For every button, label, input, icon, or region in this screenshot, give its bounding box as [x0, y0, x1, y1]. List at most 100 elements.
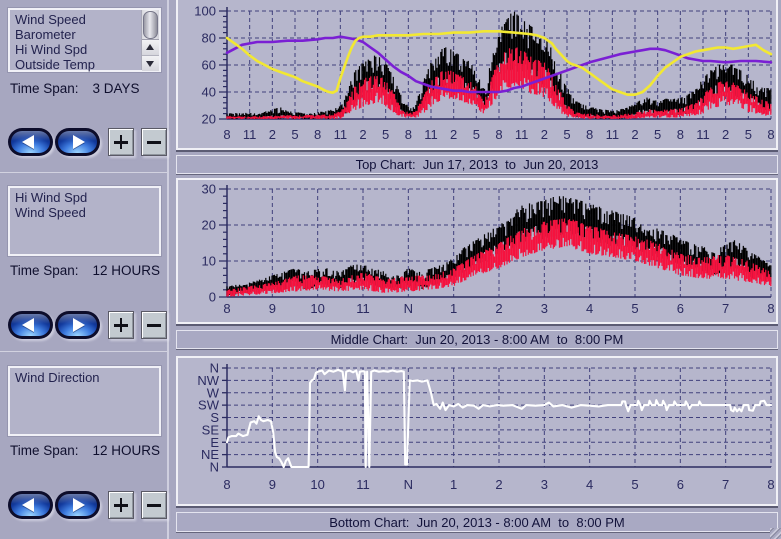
svg-text:5: 5: [473, 127, 480, 142]
list-item[interactable]: Barometer: [15, 27, 76, 42]
svg-text:0: 0: [209, 290, 216, 305]
svg-text:10: 10: [310, 477, 324, 492]
svg-text:8: 8: [767, 301, 774, 316]
svg-text:6: 6: [677, 301, 684, 316]
svg-text:8: 8: [223, 127, 230, 142]
svg-text:SE: SE: [202, 422, 220, 437]
svg-text:4: 4: [586, 477, 593, 492]
plotted-items-listbox-bottom[interactable]: Wind Direction: [8, 366, 161, 436]
svg-text:W: W: [207, 385, 220, 400]
svg-text:2: 2: [631, 127, 638, 142]
zoom-in-button[interactable]: [108, 311, 134, 339]
svg-text:8: 8: [767, 477, 774, 492]
svg-text:8: 8: [223, 477, 230, 492]
zoom-out-button[interactable]: [141, 128, 167, 156]
svg-text:5: 5: [563, 127, 570, 142]
bottom-chart-caption: Bottom Chart: Jun 20, 2013 - 8:00 AM to …: [176, 512, 778, 532]
svg-text:8: 8: [586, 127, 593, 142]
svg-text:1: 1: [450, 301, 457, 316]
svg-text:8: 8: [495, 127, 502, 142]
zoom-in-button[interactable]: [108, 128, 134, 156]
svg-text:7: 7: [722, 301, 729, 316]
scrollbar-thumb[interactable]: [143, 11, 158, 39]
svg-text:8: 8: [314, 127, 321, 142]
pan-left-button[interactable]: [8, 128, 53, 156]
list-item[interactable]: Wind Speed: [15, 12, 86, 27]
svg-text:5: 5: [631, 477, 638, 492]
list-item[interactable]: Wind Direction: [15, 370, 100, 385]
zoom-out-button[interactable]: [141, 311, 167, 339]
time-span-label: Time Span:: [10, 443, 79, 458]
column-divider: [167, 0, 169, 539]
pan-left-button[interactable]: [8, 311, 53, 339]
time-span-value: 12 HOURS: [92, 443, 161, 458]
svg-text:4: 4: [586, 301, 593, 316]
svg-text:N: N: [404, 477, 413, 492]
svg-text:8: 8: [677, 127, 684, 142]
right-arrow-icon: [73, 318, 85, 332]
svg-text:20: 20: [202, 218, 216, 233]
zoom-in-button[interactable]: [108, 491, 134, 519]
svg-text:N: N: [404, 301, 413, 316]
minus-icon: [147, 324, 161, 327]
svg-text:2: 2: [541, 127, 548, 142]
svg-text:7: 7: [722, 477, 729, 492]
minus-icon: [147, 141, 161, 144]
scroll-down-button[interactable]: [142, 55, 159, 71]
plotted-items-listbox-middle[interactable]: Hi Wind Spd Wind Speed: [8, 186, 161, 256]
svg-text:2: 2: [495, 477, 502, 492]
svg-text:5: 5: [631, 301, 638, 316]
pan-left-button[interactable]: [8, 491, 53, 519]
svg-text:5: 5: [382, 127, 389, 142]
right-arrow-icon: [73, 498, 85, 512]
svg-text:8: 8: [767, 127, 774, 142]
svg-text:5: 5: [654, 127, 661, 142]
top-chart-panel: 20 40 60 80 100 8 11 2 5 8 11 2 5 8 11 2 5 8 11 2 5 8 11 2 5 8 11 2…: [176, 0, 778, 150]
left-arrow-icon: [22, 318, 34, 332]
list-item[interactable]: Outside Temp: [15, 57, 95, 72]
resize-grip[interactable]: [770, 528, 781, 539]
svg-text:11: 11: [356, 477, 370, 492]
zoom-out-button[interactable]: [141, 491, 167, 519]
svg-text:SW: SW: [198, 398, 220, 413]
svg-text:2: 2: [359, 127, 366, 142]
scrollbar[interactable]: [141, 10, 159, 71]
svg-text:100: 100: [194, 4, 216, 19]
svg-text:E: E: [210, 435, 219, 450]
svg-text:5: 5: [745, 127, 752, 142]
svg-text:2: 2: [722, 127, 729, 142]
pan-right-button[interactable]: [55, 491, 100, 519]
bottom-chart-panel: N NW W SW S SE E NE N 8 9 10 11 N 1 2 3 4 5 6 7 8: [176, 356, 778, 506]
section-divider: [0, 172, 167, 173]
svg-text:10: 10: [310, 301, 324, 316]
svg-text:11: 11: [515, 127, 529, 142]
minus-icon: [147, 504, 161, 507]
svg-text:8: 8: [223, 301, 230, 316]
left-arrow-icon: [22, 135, 34, 149]
svg-text:3: 3: [541, 477, 548, 492]
svg-text:11: 11: [424, 127, 438, 142]
list-item[interactable]: Hi Wind Spd: [15, 190, 88, 205]
list-item[interactable]: Wind Speed: [15, 205, 86, 220]
middle-chart: 0 10 20 30 8 9 10 11 N 1 2 3 4 5 6 7 8: [202, 182, 775, 317]
time-span-label: Time Span:: [10, 263, 79, 278]
list-item[interactable]: Hi Wind Spd: [15, 42, 88, 57]
time-span-value: 12 HOURS: [92, 263, 161, 278]
pan-right-button[interactable]: [55, 128, 100, 156]
svg-text:NE: NE: [201, 447, 219, 462]
middle-chart-panel: 0 10 20 30 8 9 10 11 N 1 2 3 4 5 6 7 8: [176, 178, 778, 324]
svg-text:30: 30: [202, 182, 216, 197]
pan-right-button[interactable]: [55, 311, 100, 339]
scroll-up-button[interactable]: [142, 40, 159, 55]
svg-text:1: 1: [450, 477, 457, 492]
plotted-items-listbox-top[interactable]: Wind Speed Barometer Hi Wind Spd Outside Te…: [8, 8, 161, 72]
up-arrow-icon: [146, 44, 154, 50]
svg-text:9: 9: [269, 301, 276, 316]
svg-text:5: 5: [291, 127, 298, 142]
svg-text:11: 11: [606, 127, 620, 142]
svg-text:3: 3: [541, 301, 548, 316]
right-arrow-icon: [73, 135, 85, 149]
svg-text:11: 11: [356, 301, 370, 316]
